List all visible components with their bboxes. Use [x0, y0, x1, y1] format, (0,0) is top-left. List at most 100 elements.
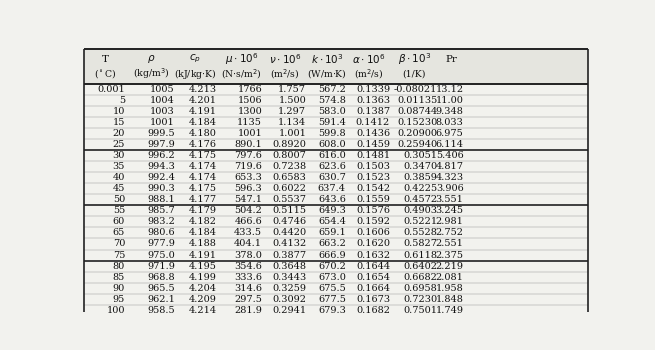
Text: 0.1559: 0.1559	[356, 195, 390, 204]
Text: 0.1606: 0.1606	[356, 229, 390, 237]
Text: 0.8007: 0.8007	[272, 151, 307, 160]
Text: $c_p$: $c_p$	[189, 53, 201, 65]
Text: 4.199: 4.199	[189, 273, 216, 282]
Text: 971.9: 971.9	[147, 261, 175, 271]
Text: 35: 35	[113, 162, 125, 171]
Text: 675.5: 675.5	[318, 284, 346, 293]
Text: 0.3877: 0.3877	[272, 251, 307, 260]
Text: 968.8: 968.8	[147, 273, 175, 282]
Text: 1004: 1004	[150, 96, 175, 105]
Text: 616.0: 616.0	[318, 151, 346, 160]
Text: 1.958: 1.958	[436, 284, 464, 293]
Text: 6.975: 6.975	[436, 129, 464, 138]
Text: 890.1: 890.1	[234, 140, 262, 149]
Text: 0.3648: 0.3648	[272, 261, 307, 271]
Text: 0.01135: 0.01135	[397, 96, 438, 105]
Text: 0.1339: 0.1339	[356, 85, 390, 94]
Text: 0.5115: 0.5115	[272, 206, 307, 215]
Text: 4.191: 4.191	[189, 107, 216, 116]
Text: 2.081: 2.081	[436, 273, 464, 282]
Text: $\nu \cdot 10^6$: $\nu \cdot 10^6$	[269, 52, 301, 66]
Text: 433.5: 433.5	[234, 229, 262, 237]
Text: 3.906: 3.906	[436, 184, 464, 193]
Text: 466.6: 466.6	[234, 217, 262, 226]
Text: 100: 100	[107, 306, 125, 315]
Text: 50: 50	[113, 195, 125, 204]
Text: 4.323: 4.323	[436, 173, 464, 182]
Text: 0.1673: 0.1673	[356, 295, 390, 304]
Text: 0.3470: 0.3470	[403, 162, 438, 171]
Text: 0.4746: 0.4746	[272, 217, 307, 226]
Text: 4.201: 4.201	[189, 96, 216, 105]
Text: 673.0: 673.0	[318, 273, 346, 282]
Text: 547.1: 547.1	[234, 195, 262, 204]
Text: 994.3: 994.3	[147, 162, 175, 171]
Text: 0.20900: 0.20900	[397, 129, 438, 138]
Text: $k \cdot 10^3$: $k \cdot 10^3$	[310, 52, 343, 66]
Text: 962.1: 962.1	[147, 295, 175, 304]
Text: 0.1644: 0.1644	[356, 261, 390, 271]
Text: 0.1481: 0.1481	[356, 151, 390, 160]
Text: 4.175: 4.175	[189, 151, 216, 160]
Text: 663.2: 663.2	[318, 239, 346, 248]
Text: 2.551: 2.551	[436, 239, 464, 248]
Text: 281.9: 281.9	[234, 306, 262, 315]
Text: (W/m$\cdot$K): (W/m$\cdot$K)	[307, 68, 347, 80]
Text: 574.8: 574.8	[318, 96, 346, 105]
Text: Pr: Pr	[445, 55, 457, 64]
Text: 4.177: 4.177	[188, 195, 216, 204]
Text: 0.5221: 0.5221	[403, 217, 438, 226]
Text: 599.8: 599.8	[318, 129, 346, 138]
Text: 4.195: 4.195	[189, 261, 216, 271]
Text: 0.3092: 0.3092	[272, 295, 307, 304]
Text: 623.6: 623.6	[318, 162, 346, 171]
Text: $\alpha \cdot 10^6$: $\alpha \cdot 10^6$	[352, 52, 386, 66]
Text: 654.4: 654.4	[318, 217, 346, 226]
Text: 2.375: 2.375	[436, 251, 464, 260]
Text: 0.1682: 0.1682	[356, 306, 390, 315]
Text: 0.1620: 0.1620	[356, 239, 390, 248]
Text: 0.15230: 0.15230	[397, 118, 438, 127]
Text: 0.5827: 0.5827	[403, 239, 438, 248]
Text: 0.6682: 0.6682	[403, 273, 438, 282]
Text: 1135: 1135	[237, 118, 262, 127]
Text: 958.5: 958.5	[147, 306, 175, 315]
Text: 0.4420: 0.4420	[272, 229, 307, 237]
Text: 4.213: 4.213	[188, 85, 216, 94]
Text: 0.4572: 0.4572	[403, 195, 438, 204]
Text: 1.134: 1.134	[278, 118, 307, 127]
Text: 997.9: 997.9	[147, 140, 175, 149]
Text: 504.2: 504.2	[234, 206, 262, 215]
Text: 0.1412: 0.1412	[356, 118, 390, 127]
Text: 15: 15	[113, 118, 125, 127]
Text: 4.184: 4.184	[189, 118, 216, 127]
Text: 4.204: 4.204	[189, 284, 216, 293]
Text: 333.6: 333.6	[234, 273, 262, 282]
Text: (m$^2$/s): (m$^2$/s)	[354, 67, 384, 81]
Text: $\rho$: $\rho$	[147, 53, 156, 65]
Text: 591.4: 591.4	[318, 118, 346, 127]
Text: $\mu \cdot 10^6$: $\mu \cdot 10^6$	[225, 51, 258, 67]
Text: 2.219: 2.219	[436, 261, 464, 271]
Text: 1005: 1005	[150, 85, 175, 94]
Text: 4.182: 4.182	[189, 217, 216, 226]
Text: 297.5: 297.5	[234, 295, 262, 304]
Text: 6.114: 6.114	[436, 140, 464, 149]
Text: 0.4225: 0.4225	[403, 184, 438, 193]
Text: 378.0: 378.0	[234, 251, 262, 260]
Text: 1.848: 1.848	[436, 295, 464, 304]
Text: 0.6118: 0.6118	[403, 251, 438, 260]
Text: 797.6: 797.6	[234, 151, 262, 160]
Text: 2.981: 2.981	[436, 217, 464, 226]
Text: 0.1632: 0.1632	[356, 251, 390, 260]
Text: 55: 55	[113, 206, 125, 215]
Text: 4.175: 4.175	[189, 184, 216, 193]
Text: (N$\cdot$s/m$^2$): (N$\cdot$s/m$^2$)	[221, 67, 261, 81]
Text: $\beta \cdot 10^3$: $\beta \cdot 10^3$	[398, 51, 431, 67]
Text: 1001: 1001	[150, 118, 175, 127]
Text: 3.551: 3.551	[436, 195, 464, 204]
Text: 0.1664: 0.1664	[356, 284, 390, 293]
Text: (kg/m$^3$): (kg/m$^3$)	[133, 66, 170, 81]
Text: 0.3051: 0.3051	[403, 151, 438, 160]
Text: 13.12: 13.12	[436, 85, 464, 94]
